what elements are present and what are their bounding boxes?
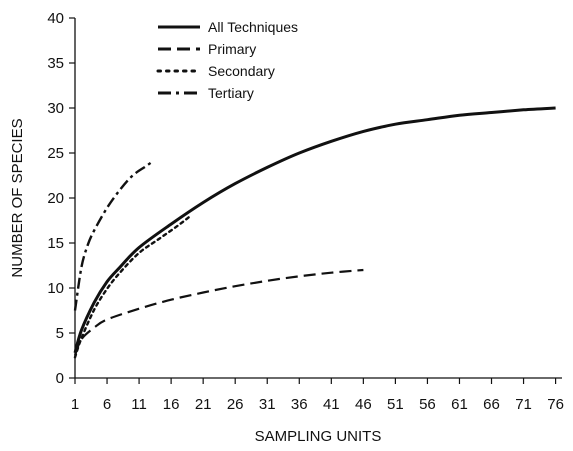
y-tick-label: 15 — [47, 235, 64, 252]
y-tick-label: 5 — [56, 325, 64, 342]
series-line-primary — [73, 268, 364, 356]
legend-label: All Techniques — [208, 19, 298, 35]
legend-label: Secondary — [208, 63, 275, 79]
y-tick-label: 35 — [47, 55, 64, 72]
series-line-all-techniques — [73, 106, 556, 354]
legend-label: Primary — [208, 41, 256, 57]
y-tick-label: 25 — [47, 145, 64, 162]
legend-label: Tertiary — [208, 85, 254, 101]
x-tick-label: 76 — [547, 396, 564, 413]
x-tick-label: 41 — [323, 396, 340, 413]
x-tick-label: 1 — [71, 396, 79, 413]
x-tick-label: 66 — [483, 396, 500, 413]
y-tick-label: 0 — [56, 370, 64, 387]
y-tick-label: 30 — [47, 100, 64, 117]
axes — [74, 18, 562, 379]
x-ticks: 1 6 11 16 21 26 31 36 41 46 51 56 61 66 71 76 — [71, 378, 564, 413]
x-tick-label: 36 — [291, 396, 308, 413]
x-tick-label: 11 — [131, 396, 147, 413]
series-line-tertiary — [73, 161, 153, 311]
y-ticks: 0 5 10 15 20 25 30 35 40 — [47, 10, 75, 387]
x-tick-label: 51 — [387, 396, 404, 413]
legend: All Techniques Primary Secondary Tertiary — [156, 19, 298, 101]
series-line-secondary — [73, 214, 192, 359]
y-tick-label: 40 — [47, 10, 64, 27]
x-tick-label: 26 — [227, 396, 244, 413]
series-lines — [73, 106, 556, 359]
x-tick-label: 61 — [451, 396, 468, 413]
x-tick-label: 56 — [419, 396, 436, 413]
y-axis-title: NUMBER OF SPECIES — [9, 118, 26, 277]
x-tick-label: 6 — [103, 396, 111, 413]
x-tick-label: 21 — [195, 396, 212, 413]
x-axis-title: SAMPLING UNITS — [255, 428, 382, 445]
x-tick-label: 16 — [163, 396, 180, 413]
x-tick-label: 46 — [355, 396, 372, 413]
y-tick-label: 10 — [47, 280, 64, 297]
x-tick-label: 31 — [259, 396, 276, 413]
y-tick-label: 20 — [47, 190, 64, 207]
x-tick-label: 71 — [515, 396, 532, 413]
